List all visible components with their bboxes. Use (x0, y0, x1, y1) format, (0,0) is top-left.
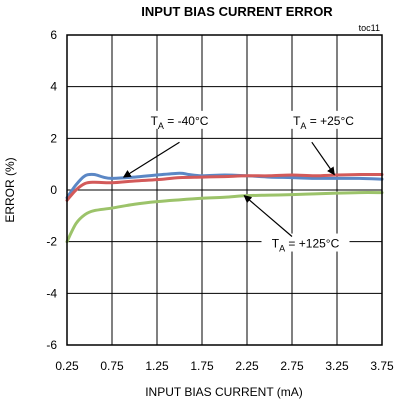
annotation-arrow (243, 195, 293, 237)
series-line-0 (65, 171, 384, 200)
x-tick-label: 1.75 (190, 359, 214, 373)
x-tick-label: 0.25 (55, 359, 79, 373)
annotation-label: TA = +125°C (272, 237, 340, 254)
series-lines (65, 171, 384, 244)
x-tick-label: 3.25 (325, 359, 349, 373)
annotation-0: TA = -40°C (122, 110, 224, 178)
annotation-label: TA = +25°C (293, 114, 354, 131)
x-tick-label: 1.25 (145, 359, 169, 373)
figure-tag: toc11 (359, 23, 380, 33)
annotation-1: TA = +25°C (279, 110, 368, 176)
series-line-2 (65, 191, 384, 244)
annotation-label: TA = -40°C (151, 114, 209, 131)
series-line-1 (65, 172, 384, 202)
x-tick-label: 2.25 (235, 359, 259, 373)
plot-frame (66, 34, 383, 346)
y-tick-label: 2 (50, 131, 57, 145)
y-tick-labels: 6 4 2 0 -2 -4 -6 (46, 28, 57, 352)
y-tick-label: 6 (50, 28, 57, 42)
y-tick-label: -4 (46, 286, 57, 300)
x-tick-label: 0.75 (100, 359, 124, 373)
y-tick-label: -2 (46, 235, 57, 249)
annotations: TA = -40°C TA = +25°C TA = +125°C (122, 110, 368, 254)
y-tick-label: -6 (46, 338, 57, 352)
y-axis-label: ERROR (%) (3, 157, 17, 222)
annotation-2: TA = +125°C (243, 195, 350, 254)
annotation-arrow (122, 141, 180, 178)
x-axis-label: INPUT BIAS CURRENT (mA) (145, 385, 303, 399)
y-tick-label: 4 (50, 80, 57, 94)
y-tick-label: 0 (50, 183, 57, 197)
x-tick-label: 3.75 (370, 359, 394, 373)
grid (66, 34, 383, 346)
chart-title: INPUT BIAS CURRENT ERROR (141, 4, 333, 19)
x-tick-labels: 0.25 0.75 1.25 1.75 2.25 2.75 3.25 3.75 (55, 359, 394, 373)
x-tick-label: 2.75 (280, 359, 304, 373)
annotation-arrow (311, 141, 335, 176)
